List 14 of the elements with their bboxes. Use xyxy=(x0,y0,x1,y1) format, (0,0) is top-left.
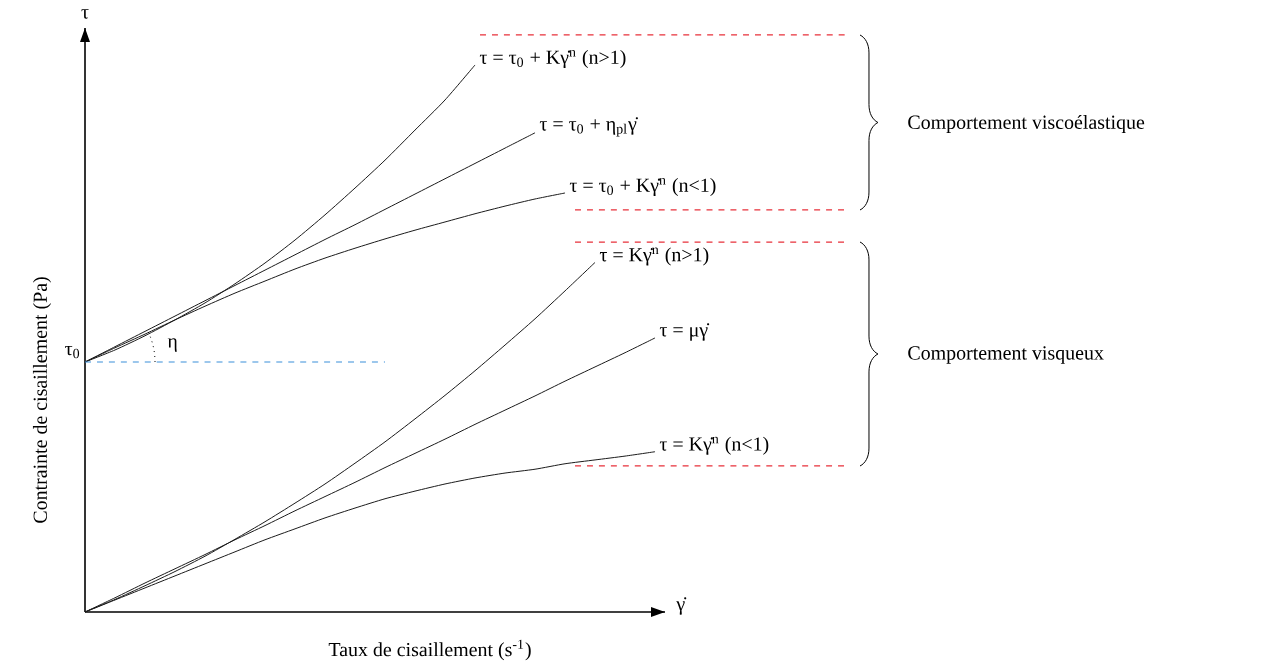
text: γ̇ xyxy=(676,597,687,615)
ref-line-label: τ$_{0}$ xyxy=(65,345,80,359)
series-label: τ = τ$_{0}$ + η$_{pl}$γ̇ xyxy=(539,117,638,137)
series-label: τ = Kγ̇$^{n}$ (n>1) xyxy=(599,247,709,266)
series-label: τ = Kγ̇$^{n}$ (n<1) xyxy=(659,436,769,455)
series-label: τ = τ$_{0}$ + Kγ̇$^{n}$ (n<1) xyxy=(569,177,716,197)
annotation: η xyxy=(167,338,177,352)
y-axis-title: Contrainte de cisaillement (Pa) xyxy=(32,277,52,523)
text: τ xyxy=(81,9,89,19)
text: Comportement viscoélastique xyxy=(908,114,1145,134)
x-axis-title: Taux de cisaillement (s$^{-1}$) xyxy=(328,639,531,661)
text: Comportement visqueux xyxy=(908,346,1104,364)
series-label: τ = τ$_{0}$ + Kγ̇$^{n}$ (n>1) xyxy=(479,49,626,69)
series-label: τ = μγ̇ xyxy=(659,323,710,341)
